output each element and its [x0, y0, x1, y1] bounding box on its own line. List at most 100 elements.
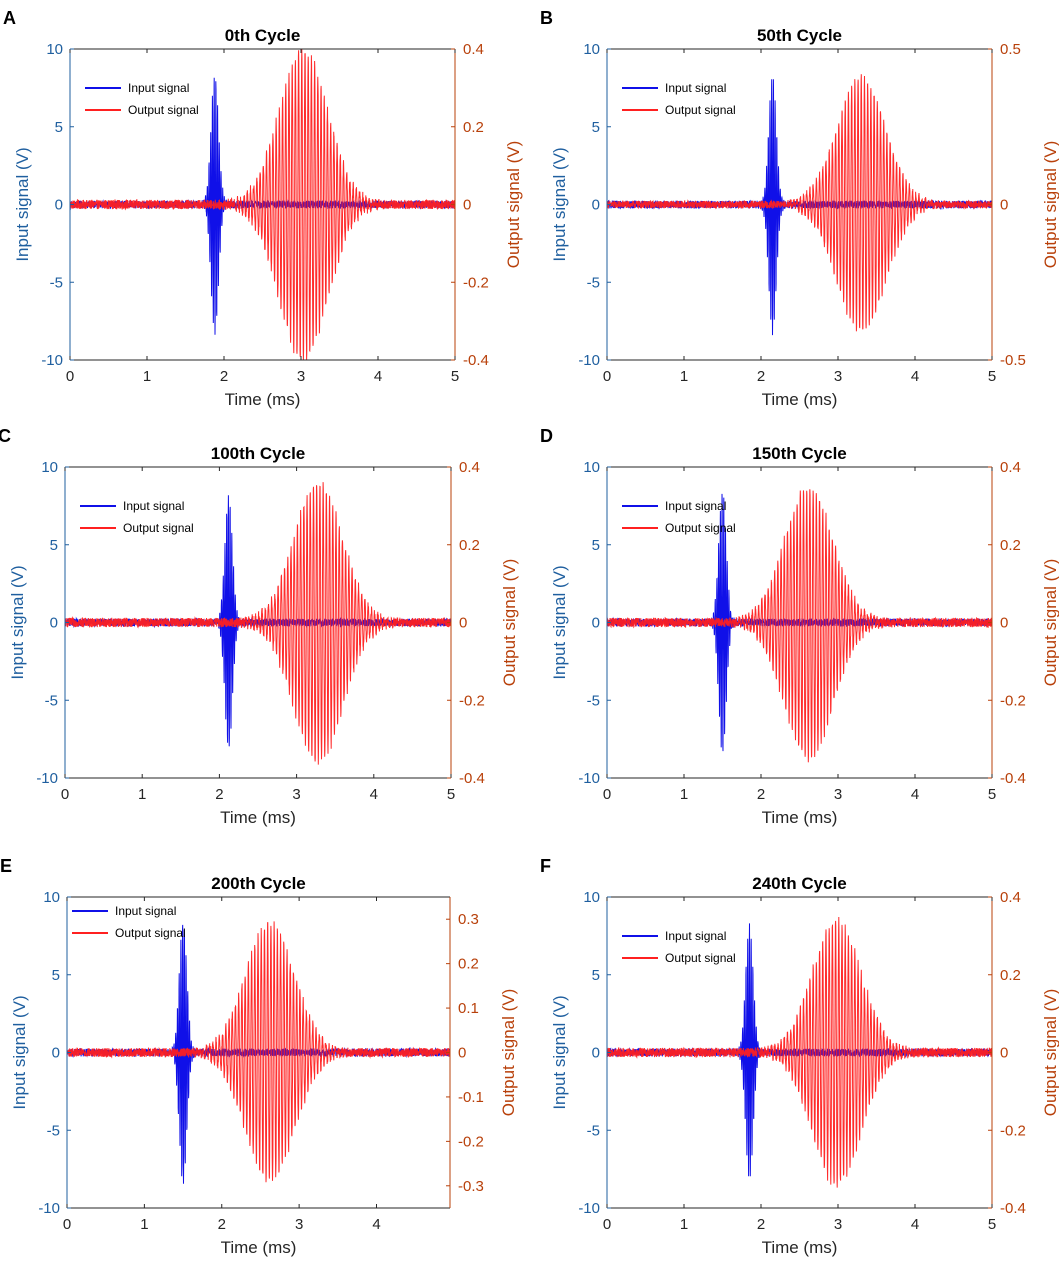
y-left-tick-label: 5	[52, 967, 60, 984]
x-tick-label: 1	[680, 368, 688, 385]
series-output-signal	[607, 74, 992, 332]
y-right-tick-label: 0.4	[1000, 889, 1021, 906]
x-tick-label: 0	[603, 786, 611, 803]
y-left-tick-label: -5	[45, 692, 58, 709]
y-right-tick-label: -0.2	[458, 1133, 484, 1150]
y-right-tick-label: -0.2	[459, 692, 485, 709]
y-left-axis-label: Input signal (V)	[8, 565, 27, 679]
x-tick-label: 0	[61, 786, 69, 803]
legend-label-input: Input signal	[665, 929, 726, 943]
y-left-tick-label: -5	[587, 692, 600, 709]
y-right-tick-label: 0	[1000, 1045, 1008, 1062]
y-left-tick-label: 10	[583, 459, 600, 476]
chart-title: 150th Cycle	[752, 444, 847, 463]
x-tick-label: 1	[680, 1216, 688, 1233]
plot-area	[607, 916, 992, 1188]
x-tick-label: 0	[63, 1216, 71, 1233]
y-left-axis-label: Input signal (V)	[550, 147, 569, 261]
legend-label-input: Input signal	[128, 81, 189, 95]
x-tick-label: 5	[988, 786, 996, 803]
panel-f: F 240th Cycle 0 1 2 3 4 5 10 5 0 -5 -10 0.4 0.2 0 -0.2 -0…	[540, 856, 1059, 1257]
legend-label-input: Input signal	[115, 904, 176, 918]
legend-label-output: Output signal	[128, 103, 199, 117]
y-left-tick-label: 10	[43, 889, 60, 906]
series-output-signal	[607, 489, 992, 763]
x-tick-label: 3	[834, 1216, 842, 1233]
panel-letter: C	[0, 426, 11, 446]
x-tick-label: 1	[140, 1216, 148, 1233]
y-left-tick-label: 0	[55, 197, 63, 214]
y-right-tick-label: 0	[1000, 615, 1008, 632]
y-left-tick-label: 5	[592, 537, 600, 554]
y-right-tick-label: -0.3	[458, 1178, 484, 1195]
legend-label-output: Output signal	[123, 521, 194, 535]
y-left-axis-label: Input signal (V)	[550, 565, 569, 679]
legend-label-output: Output signal	[115, 926, 186, 940]
y-right-tick-label: -0.4	[1000, 770, 1026, 787]
y-left-tick-label: -5	[50, 274, 63, 291]
y-left-tick-label: 5	[55, 119, 63, 136]
y-right-axis-label: Output signal (V)	[500, 559, 519, 687]
legend: Input signal Output signal	[80, 499, 194, 535]
x-axis-label: Time (ms)	[762, 808, 838, 827]
plot-area	[70, 49, 455, 360]
y-right-tick-label: 0	[463, 197, 471, 214]
x-tick-label: 3	[292, 786, 300, 803]
x-tick-label: 2	[757, 786, 765, 803]
y-right-tick-label: -0.4	[1000, 1200, 1026, 1217]
legend: Input signal Output signal	[622, 929, 736, 965]
x-axis-label: Time (ms)	[762, 390, 838, 409]
x-tick-label: 3	[297, 368, 305, 385]
x-tick-label: 4	[372, 1216, 380, 1233]
y-right-tick-label: -0.2	[463, 274, 489, 291]
x-tick-label: 4	[911, 1216, 919, 1233]
y-left-tick-label: -10	[578, 770, 600, 787]
chart-title: 240th Cycle	[752, 874, 847, 893]
y-left-tick-label: 5	[50, 537, 58, 554]
y-right-tick-label: 0.1	[458, 1000, 479, 1017]
x-axis-label: Time (ms)	[225, 390, 301, 409]
y-left-tick-label: 0	[592, 615, 600, 632]
y-right-axis-label: Output signal (V)	[499, 989, 518, 1117]
chart-title: 100th Cycle	[211, 444, 306, 463]
x-tick-label: 5	[988, 1216, 996, 1233]
y-right-tick-label: 0.4	[1000, 459, 1021, 476]
panel-letter: E	[0, 856, 12, 876]
y-left-axis-label: Input signal (V)	[13, 147, 32, 261]
legend-label-output: Output signal	[665, 521, 736, 535]
x-tick-label: 2	[215, 786, 223, 803]
y-left-tick-label: 0	[592, 1045, 600, 1062]
y-right-tick-label: 0.5	[1000, 41, 1021, 58]
panel-letter: A	[3, 8, 16, 28]
x-tick-label: 4	[911, 368, 919, 385]
y-left-tick-label: 10	[583, 41, 600, 58]
panel-letter: D	[540, 426, 553, 446]
x-tick-label: 4	[911, 786, 919, 803]
y-right-tick-label: -0.4	[459, 770, 485, 787]
y-left-tick-label: -10	[38, 1200, 60, 1217]
panel-letter: B	[540, 8, 553, 28]
legend-label-input: Input signal	[665, 81, 726, 95]
panel-b: B 50th Cycle 0 1 2 3 4 5 10 5 0 -5 -10 0.5 0 -0.5 Time (…	[540, 8, 1059, 409]
legend: Input signal Output signal	[85, 81, 199, 117]
y-right-tick-label: -0.4	[463, 352, 489, 369]
y-right-tick-label: -0.5	[1000, 352, 1026, 369]
x-tick-label: 2	[218, 1216, 226, 1233]
plot-area	[607, 74, 992, 336]
x-tick-label: 5	[451, 368, 459, 385]
x-tick-label: 0	[603, 368, 611, 385]
x-tick-label: 5	[988, 368, 996, 385]
x-axis-label: Time (ms)	[220, 808, 296, 827]
legend-label-input: Input signal	[665, 499, 726, 513]
y-right-tick-label: 0.2	[463, 119, 484, 136]
y-left-tick-label: 5	[592, 119, 600, 136]
chart-title: 50th Cycle	[757, 26, 842, 45]
panel-letter: F	[540, 856, 551, 876]
x-tick-label: 4	[374, 368, 382, 385]
x-tick-label: 3	[834, 786, 842, 803]
series-output-signal	[70, 49, 455, 360]
panel-c: C 100th Cycle 0 1 2 3 4 5 10 5 0 -5 -10 0.4 0.2 0 -0.2 -0…	[0, 426, 519, 827]
y-right-tick-label: 0.2	[458, 956, 479, 973]
y-left-tick-label: 5	[592, 967, 600, 984]
y-left-tick-label: 10	[583, 889, 600, 906]
